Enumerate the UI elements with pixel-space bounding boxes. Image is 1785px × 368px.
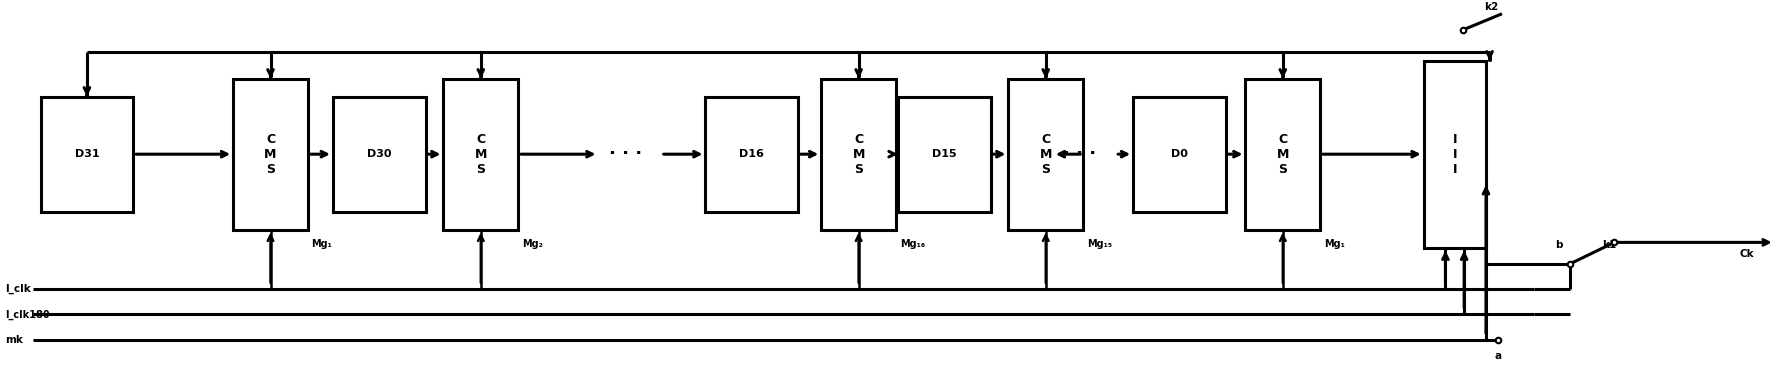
Text: Mg₁: Mg₁	[312, 239, 332, 249]
Text: I
I
I: I I I	[1453, 133, 1457, 176]
Text: Mg₂: Mg₂	[521, 239, 543, 249]
Text: l_clk180: l_clk180	[5, 309, 50, 319]
Text: Mg₁: Mg₁	[1324, 239, 1344, 249]
Text: D31: D31	[75, 149, 100, 159]
Text: mk: mk	[5, 335, 23, 344]
Text: Ck: Ck	[1739, 249, 1753, 259]
Text: D16: D16	[739, 149, 764, 159]
FancyBboxPatch shape	[1133, 96, 1226, 212]
Text: k2: k2	[1483, 2, 1498, 12]
Text: D30: D30	[368, 149, 391, 159]
FancyBboxPatch shape	[705, 96, 798, 212]
FancyBboxPatch shape	[1009, 78, 1083, 230]
FancyBboxPatch shape	[41, 96, 134, 212]
Text: b: b	[1555, 240, 1564, 250]
Text: C
M
S: C M S	[1039, 133, 1051, 176]
Text: Mg₁₅: Mg₁₅	[1087, 239, 1112, 249]
FancyBboxPatch shape	[821, 78, 896, 230]
Text: k1: k1	[1601, 240, 1615, 250]
Text: a: a	[1494, 351, 1501, 361]
FancyBboxPatch shape	[234, 78, 309, 230]
Text: l_clk: l_clk	[5, 284, 30, 294]
Text: C
M
S: C M S	[853, 133, 864, 176]
FancyBboxPatch shape	[898, 96, 991, 212]
Text: C
M
S: C M S	[475, 133, 487, 176]
FancyBboxPatch shape	[443, 78, 518, 230]
Text: · · ·: · · ·	[609, 145, 643, 163]
Text: D15: D15	[932, 149, 957, 159]
Text: · · ·: · · ·	[1064, 145, 1096, 163]
Text: D0: D0	[1171, 149, 1187, 159]
Text: C
M
S: C M S	[1276, 133, 1289, 176]
Text: C
M
S: C M S	[264, 133, 277, 176]
FancyBboxPatch shape	[1246, 78, 1321, 230]
Text: Mg₁₆: Mg₁₆	[900, 239, 925, 249]
FancyBboxPatch shape	[1424, 61, 1485, 248]
FancyBboxPatch shape	[332, 96, 425, 212]
